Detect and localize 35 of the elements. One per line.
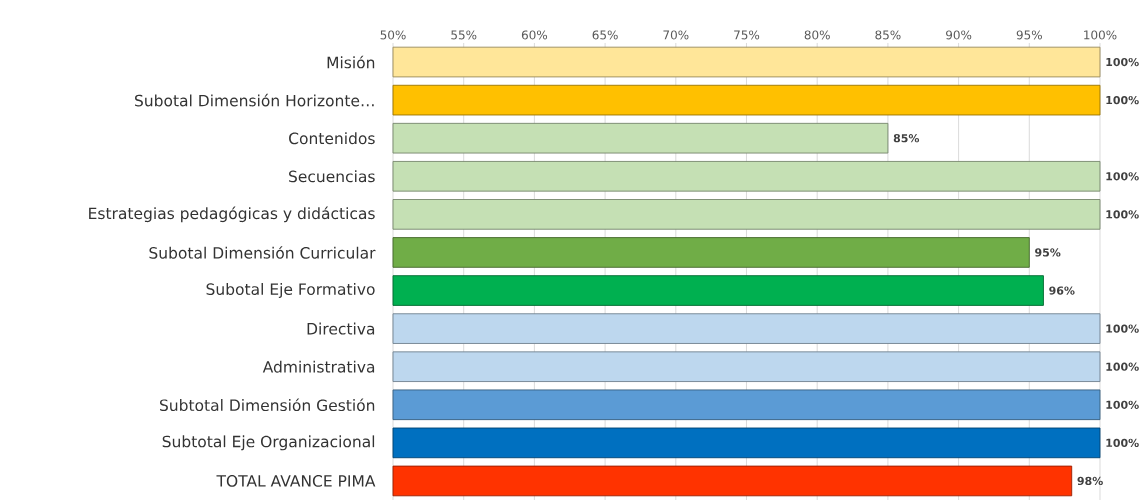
data-label: 100% bbox=[1106, 210, 1139, 219]
y-tick-label: Subotal Dimensión Horizonte… bbox=[135, 93, 374, 107]
y-tick-label: Misión bbox=[327, 55, 375, 69]
x-tick-label: 85% bbox=[875, 30, 901, 40]
data-label: 98% bbox=[1077, 476, 1103, 486]
y-tick-label: Contenidos bbox=[289, 132, 375, 145]
data-label: 100% bbox=[1106, 324, 1139, 333]
x-tick-label: 50% bbox=[380, 30, 406, 40]
x-tick-label: 60% bbox=[521, 30, 548, 40]
data-label: 100% bbox=[1106, 57, 1139, 67]
x-tick-label: 80% bbox=[804, 30, 830, 40]
data-label: 95% bbox=[1035, 248, 1061, 257]
y-tick-label: Subotal Eje Formativo bbox=[206, 283, 375, 299]
y-tick-label: Subtotal Eje Organizacional bbox=[162, 435, 375, 451]
x-tick-label: 55% bbox=[451, 30, 477, 40]
data-label: 100% bbox=[1106, 438, 1139, 448]
y-tick-label: Secuencias bbox=[289, 170, 375, 183]
x-tick-label: 100% bbox=[1084, 30, 1117, 40]
x-tick-label: 70% bbox=[663, 30, 689, 40]
data-label: 100% bbox=[1106, 95, 1139, 105]
y-tick-label: Directiva bbox=[307, 322, 375, 335]
y-tick-label: TOTAL AVANCE PIMA bbox=[216, 475, 376, 487]
x-tick-label: 90% bbox=[946, 30, 972, 40]
y-tick-label: Administrativa bbox=[262, 360, 375, 373]
y-tick-label: Subotal Dimensión Curricular bbox=[149, 246, 376, 259]
x-tick-label: 95% bbox=[1016, 30, 1042, 40]
x-tick-label: 75% bbox=[734, 30, 760, 40]
data-label: 100% bbox=[1106, 400, 1139, 409]
y-tick-label: Subtotal Dimensión Gestión bbox=[159, 398, 375, 412]
data-label: 100% bbox=[1106, 362, 1139, 371]
data-label: 85% bbox=[893, 134, 920, 143]
data-label: 100% bbox=[1106, 172, 1139, 181]
data-label: 96% bbox=[1049, 286, 1075, 295]
x-tick-label: 65% bbox=[592, 30, 618, 40]
y-tick-label: Estrategias pedagógicas y didácticas bbox=[89, 206, 375, 223]
